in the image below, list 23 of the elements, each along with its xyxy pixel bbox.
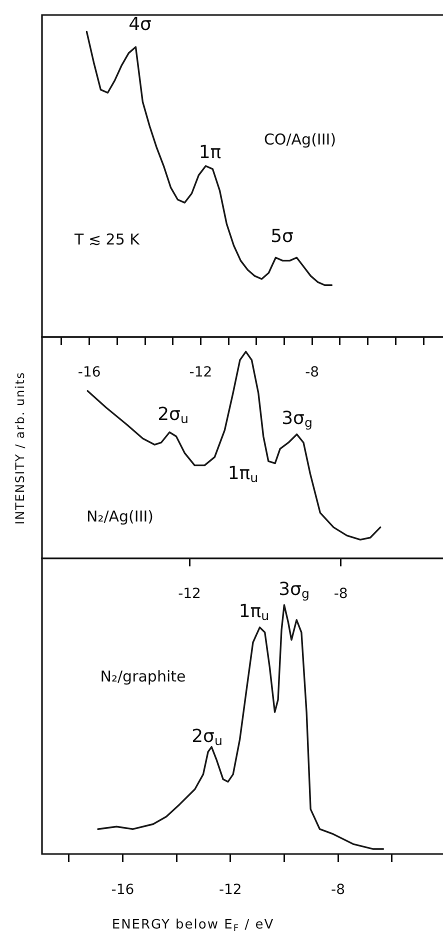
x-tick-label: -16 [78,364,101,381]
x-tick-label: -8 [331,882,346,898]
y-axis-title: INTENSITY / arb. units [13,371,27,524]
x-tick-label: -8 [305,364,320,381]
x-tick-label: -12 [218,882,242,898]
annotation: 4σ [128,14,152,35]
x-axis-title: ENERGY below E$_{F}$ / eV [112,918,274,934]
annotation: 5σ [270,226,294,247]
text: 3σ$_{g}$ [278,579,310,602]
annotation: 1π$_{u}$ [228,463,258,486]
annotation: 2σ$_{u}$ [192,726,222,748]
annotation: T ≲ 25 K [74,230,140,248]
annotation: 3σ$_{g}$ [282,408,312,430]
x2-tick-label: -12 [178,586,201,602]
annotation: N₂/Ag(III) [86,508,154,526]
x-tick-label: -12 [189,364,212,381]
x-tick-label: -16 [111,882,134,898]
annotation: 1π$_{u}$ [238,601,270,624]
annotation: CO/Ag(III) [264,130,336,148]
x2-tick-label: -8 [334,586,348,602]
annotation: 1π [198,142,222,163]
annotation: N₂/graphite [100,668,186,686]
annotation: 2σ$_{u}$ [158,404,188,426]
